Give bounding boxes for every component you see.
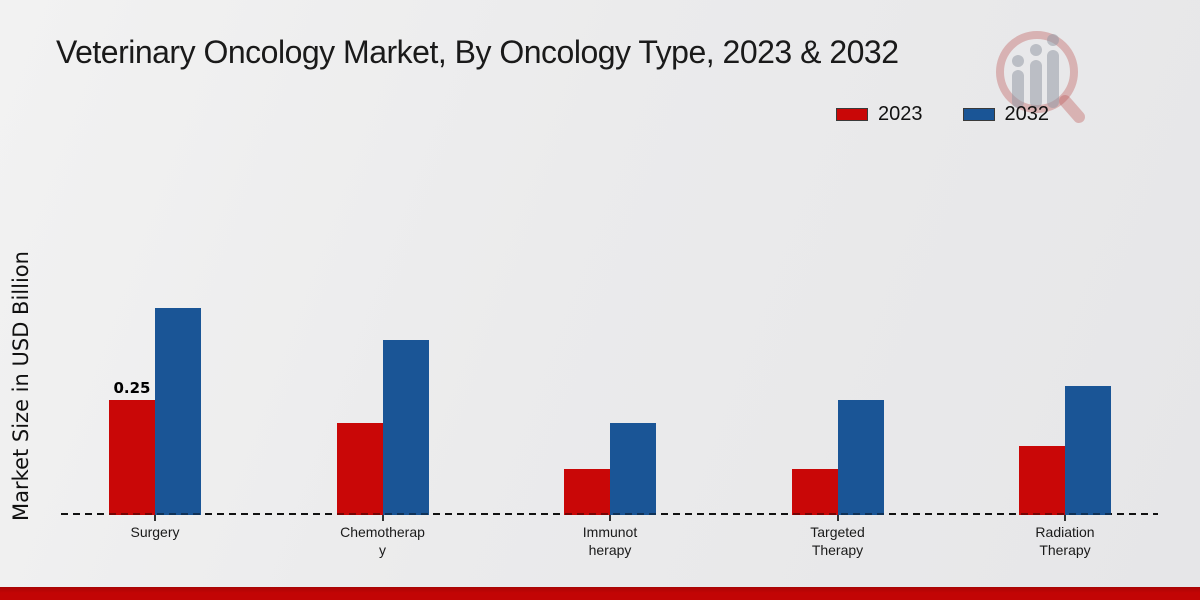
x-axis-tick (609, 515, 611, 521)
legend-item-2032: 2032 (962, 103, 1050, 126)
legend: 2023 2032 (836, 103, 1049, 126)
legend-label-2023: 2023 (878, 103, 923, 125)
bar-2023-immunotherapy (564, 469, 610, 515)
category-label-targeted-therapy: Targeted Therapy (810, 524, 865, 558)
bar-2032-targeted-therapy (837, 400, 884, 515)
bar-2023-chemotherapy (336, 423, 383, 515)
bar-2032-immunotherapy (610, 423, 656, 515)
legend-swatch-2023 (836, 108, 868, 121)
x-axis-tick (1064, 515, 1066, 521)
bar-2032-surgery (155, 308, 201, 515)
category-label-surgery: Surgery (130, 524, 180, 540)
x-axis-tick (154, 515, 156, 521)
magnifier-bar-chart-logo-icon (996, 31, 1085, 123)
legend-swatch-2032 (962, 108, 995, 121)
footer-accent-bar (0, 587, 1200, 600)
x-axis-tick (836, 515, 839, 521)
category-label-chemotherapy: Chemotherap y (340, 524, 425, 558)
bar-2032-radiation-therapy (1065, 386, 1111, 515)
bar-2023-surgery (109, 400, 155, 515)
bar-2023-targeted-therapy (791, 469, 838, 515)
chart-title: Veterinary Oncology Market, By Oncology … (56, 34, 899, 70)
x-axis-dashed-line-overlay (61, 513, 1158, 515)
category-label-immunotherapy: Immunot herapy (582, 524, 638, 558)
category-label-radiation-therapy: Radiation Therapy (1035, 524, 1095, 558)
legend-item-2023: 2023 (836, 103, 923, 126)
bar-value-label: 0.25 (113, 379, 151, 397)
x-axis-tick (381, 515, 384, 521)
legend-label-2032: 2032 (1004, 103, 1050, 125)
bar-2032-chemotherapy (382, 340, 429, 515)
bar-2023-radiation-therapy (1019, 446, 1065, 515)
